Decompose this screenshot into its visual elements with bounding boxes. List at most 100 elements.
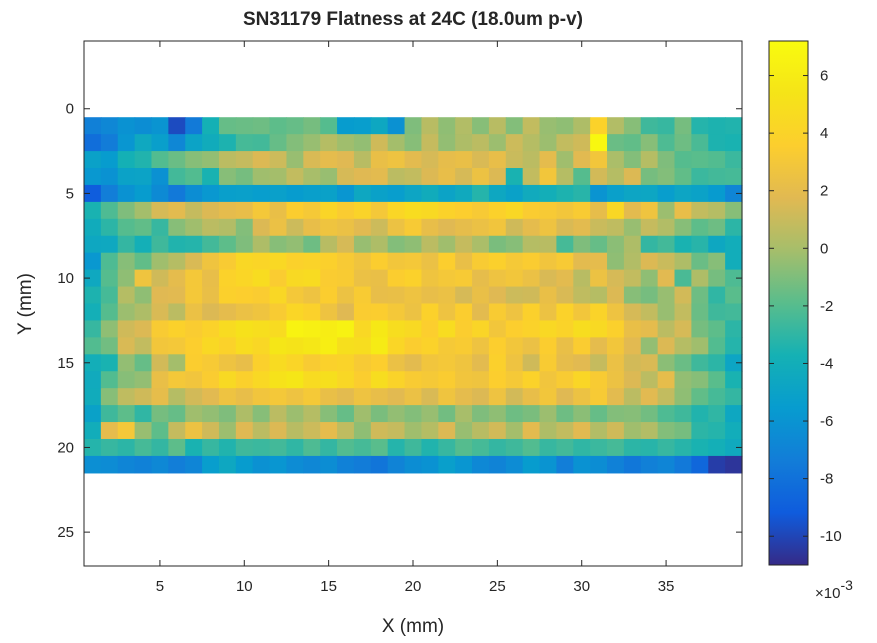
- heatmap-cell: [270, 354, 287, 372]
- heatmap-cell: [489, 253, 506, 271]
- heatmap-cell: [320, 134, 337, 152]
- heatmap-cell: [691, 117, 708, 135]
- heatmap-cell: [455, 304, 472, 322]
- heatmap-cell: [641, 405, 658, 423]
- heatmap-cell: [506, 304, 523, 322]
- heatmap-cell: [624, 253, 641, 271]
- heatmap-cell: [438, 388, 455, 406]
- heatmap-cell: [354, 304, 371, 322]
- heatmap-cell: [101, 354, 118, 372]
- heatmap-cell: [388, 151, 405, 169]
- heatmap-cell: [253, 337, 270, 355]
- heatmap-cell: [286, 219, 303, 237]
- heatmap-cell: [168, 117, 185, 135]
- heatmap-cell: [607, 287, 624, 305]
- heatmap-cell: [185, 202, 202, 220]
- heatmap-cell: [607, 371, 624, 389]
- heatmap-cell: [168, 371, 185, 389]
- heatmap-cell: [725, 371, 742, 389]
- heatmap-cell: [472, 456, 489, 474]
- heatmap-cell: [438, 168, 455, 186]
- heatmap-cell: [388, 253, 405, 271]
- heatmap-cell: [691, 202, 708, 220]
- heatmap-cell: [388, 236, 405, 254]
- heatmap-cell: [168, 151, 185, 169]
- heatmap-cell: [270, 117, 287, 135]
- heatmap-cell: [253, 134, 270, 152]
- heatmap-cell: [590, 236, 607, 254]
- heatmap-cell: [624, 388, 641, 406]
- heatmap-cell: [168, 439, 185, 457]
- heatmap-cell: [725, 304, 742, 322]
- heatmap-cell: [101, 236, 118, 254]
- heatmap-cell: [337, 270, 354, 288]
- heatmap-cell: [219, 185, 236, 203]
- heatmap-cell: [303, 320, 320, 338]
- heatmap-cell: [371, 320, 388, 338]
- heatmap-cell: [472, 134, 489, 152]
- heatmap-cell: [421, 422, 438, 440]
- heatmap-cell: [658, 405, 675, 423]
- heatmap-cell: [270, 337, 287, 355]
- heatmap-cell: [708, 456, 725, 474]
- heatmap-cell: [253, 371, 270, 389]
- heatmap-cell: [658, 151, 675, 169]
- heatmap-cell: [185, 185, 202, 203]
- heatmap-cell: [337, 219, 354, 237]
- heatmap-cell: [607, 134, 624, 152]
- heatmap-cell: [573, 287, 590, 305]
- heatmap-cell: [151, 456, 168, 474]
- heatmap-cell: [84, 253, 101, 271]
- heatmap-cell: [135, 270, 152, 288]
- heatmap-cell: [320, 371, 337, 389]
- heatmap-cell: [303, 134, 320, 152]
- heatmap-cell: [135, 117, 152, 135]
- heatmap-cell: [523, 320, 540, 338]
- heatmap-cell: [455, 354, 472, 372]
- heatmap-cell: [84, 117, 101, 135]
- heatmap-cell: [590, 354, 607, 372]
- heatmap-cell: [101, 405, 118, 423]
- heatmap-cell: [590, 253, 607, 271]
- heatmap-cell: [691, 236, 708, 254]
- heatmap-cell: [219, 253, 236, 271]
- heatmap-cell: [540, 168, 557, 186]
- heatmap-cell: [101, 219, 118, 237]
- heatmap-cell: [219, 168, 236, 186]
- heatmap-cell: [607, 236, 624, 254]
- heatmap-cell: [270, 168, 287, 186]
- heatmap-cell: [405, 354, 422, 372]
- heatmap-cell: [388, 287, 405, 305]
- heatmap-cell: [607, 253, 624, 271]
- heatmap-cell: [219, 456, 236, 474]
- heatmap-cell: [472, 354, 489, 372]
- heatmap-cell: [489, 202, 506, 220]
- heatmap-cell: [573, 134, 590, 152]
- heatmap-cell: [185, 337, 202, 355]
- heatmap-cell: [236, 202, 253, 220]
- heatmap-cell: [607, 388, 624, 406]
- heatmap-cell: [641, 287, 658, 305]
- heatmap-cell: [84, 287, 101, 305]
- heatmap-cell: [101, 202, 118, 220]
- heatmap-cell: [118, 371, 135, 389]
- heatmap-cell: [506, 422, 523, 440]
- colorbar-exponent: ×10-3: [815, 577, 853, 602]
- heatmap-cell: [573, 151, 590, 169]
- heatmap-cell: [185, 219, 202, 237]
- heatmap-cell: [135, 236, 152, 254]
- heatmap-cell: [523, 168, 540, 186]
- heatmap-cell: [371, 388, 388, 406]
- heatmap-cell: [523, 422, 540, 440]
- heatmap-cell: [540, 287, 557, 305]
- heatmap-cell: [624, 456, 641, 474]
- heatmap-cell: [219, 270, 236, 288]
- heatmap-cell: [388, 134, 405, 152]
- heatmap-cell: [641, 320, 658, 338]
- heatmap-cell: [320, 439, 337, 457]
- heatmap-cell: [573, 253, 590, 271]
- heatmap-cell: [438, 219, 455, 237]
- heatmap-cell: [708, 405, 725, 423]
- heatmap-cell: [405, 456, 422, 474]
- heatmap-cell: [540, 371, 557, 389]
